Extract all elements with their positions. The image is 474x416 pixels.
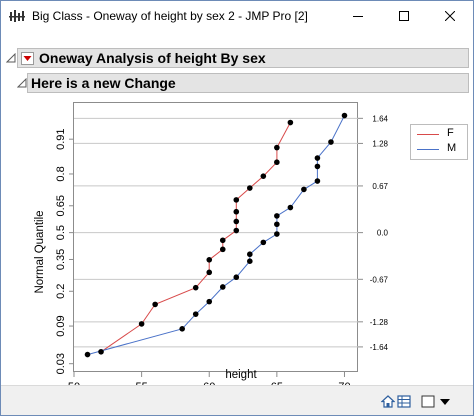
data-point-m[interactable] (179, 325, 185, 332)
data-point-m[interactable] (233, 274, 240, 281)
sub-outline-collapse-icon[interactable] (17, 78, 27, 88)
legend-swatch-f (417, 134, 439, 135)
red-triangle-menu-button[interactable] (21, 52, 34, 65)
plot-frame[interactable] (73, 102, 358, 372)
y-tick-label: 0.65 (55, 195, 67, 216)
data-point-f[interactable] (206, 257, 213, 263)
data-point-m[interactable] (84, 351, 91, 358)
x-tick-label: 50 (68, 381, 80, 385)
jmp-app-icon (9, 10, 25, 22)
report-content: Oneway Analysis of height By sex Here is… (1, 31, 473, 385)
data-point-m[interactable] (314, 178, 321, 184)
y-tick-layer: 0.03 0.09 0.2 0.35 0.5 0.65 0.8 0.91 (55, 128, 74, 374)
data-point-f[interactable] (233, 208, 240, 215)
data-point-f[interactable] (233, 218, 240, 225)
data-point-m[interactable] (206, 298, 213, 305)
y-tick-label: 0.03 (55, 353, 67, 374)
y-tick-label: 0.2 (55, 284, 67, 299)
red-triangle-icon (23, 56, 32, 61)
data-point-f[interactable] (206, 269, 213, 276)
z-tick-layer: 1.64 1.28 0.67 0.0 -0.67 -1.28 -1.64 (358, 114, 389, 352)
data-point-m[interactable] (328, 139, 334, 145)
legend-label-f: F (447, 127, 454, 139)
close-button[interactable] (427, 1, 473, 31)
x-tick-layer: 50 55 60 65 70 (68, 372, 351, 385)
legend[interactable]: F M (410, 124, 468, 160)
data-point-m[interactable] (274, 221, 280, 228)
data-point-m[interactable] (287, 204, 294, 211)
data-point-f[interactable] (287, 119, 294, 126)
data-point-f[interactable] (274, 159, 280, 166)
series-line-f (100, 122, 291, 353)
title-bar: Big Class - Oneway of height by sex 2 - … (1, 1, 473, 31)
dropdown-arrow-icon[interactable] (438, 395, 452, 408)
data-point-f[interactable] (192, 284, 199, 291)
y-axis-label: Normal Quantile (34, 210, 46, 293)
x-tick-label: 55 (135, 381, 147, 385)
z-tick-label: 0.67 (372, 182, 388, 191)
data-point-m[interactable] (247, 258, 253, 264)
data-point-f[interactable] (138, 321, 145, 327)
data-point-f[interactable] (152, 301, 158, 308)
x-tick-label: 70 (338, 381, 350, 385)
window-title: Big Class - Oneway of height by sex 2 - … (32, 9, 308, 23)
legend-swatch-m (417, 149, 439, 150)
window-list-icon[interactable] (421, 395, 435, 408)
data-point-f[interactable] (233, 227, 240, 234)
z-tick-label: 1.28 (372, 139, 388, 148)
y-tick-label: 0.8 (55, 166, 67, 181)
legend-label-m: M (447, 142, 457, 154)
table-icon[interactable] (397, 395, 411, 408)
data-point-m[interactable] (192, 311, 199, 317)
data-point-f[interactable] (260, 173, 267, 179)
data-point-f[interactable] (219, 246, 226, 253)
minimize-icon (353, 16, 363, 17)
data-point-m[interactable] (260, 239, 267, 246)
y-tick-label: 0.91 (55, 128, 67, 149)
home-icon[interactable] (381, 395, 395, 408)
data-point-m[interactable] (219, 284, 226, 290)
normal-quantile-chart: 0.03 0.09 0.2 0.35 0.5 0.65 0.8 0.91 50 55 60 65 70… (34, 112, 389, 385)
z-tick-label: -1.64 (370, 343, 389, 352)
y-tick-label: 0.35 (55, 249, 67, 270)
z-tick-label: 1.64 (372, 114, 388, 123)
y-tick-label: 0.09 (55, 315, 67, 336)
data-point-f[interactable] (233, 197, 240, 203)
x-tick-label: 60 (203, 381, 215, 385)
z-tick-label: -1.28 (370, 318, 389, 327)
data-point-m[interactable] (341, 112, 348, 119)
data-point-m[interactable] (314, 163, 321, 170)
data-point-m[interactable] (274, 231, 280, 237)
maximize-icon (399, 11, 409, 21)
status-bar (1, 385, 473, 415)
z-tick-label: 0.0 (377, 229, 389, 238)
y-tick-label: 0.5 (55, 225, 67, 240)
data-point-m[interactable] (314, 155, 321, 161)
data-point-f[interactable] (247, 185, 253, 191)
series-layer (84, 112, 348, 358)
outline-header-new-change[interactable]: Here is a new Change (27, 73, 469, 93)
series-line-m (87, 115, 345, 356)
data-point-f[interactable] (274, 144, 280, 151)
outline-collapse-icon[interactable] (6, 53, 16, 63)
outline-title: Oneway Analysis of height By sex (39, 50, 266, 66)
x-axis-label: height (225, 369, 257, 381)
sub-outline-title: Here is a new Change (31, 75, 176, 91)
grid-layer (74, 117, 358, 348)
maximize-button[interactable] (381, 1, 427, 31)
data-point-m[interactable] (301, 186, 307, 193)
z-tick-label: -0.67 (370, 275, 389, 284)
data-point-m[interactable] (247, 251, 253, 258)
close-icon (445, 11, 455, 21)
data-point-f[interactable] (219, 237, 226, 244)
x-tick-label: 65 (271, 381, 283, 385)
data-point-m[interactable] (274, 213, 280, 219)
minimize-button[interactable] (335, 1, 381, 31)
outline-header-oneway[interactable]: Oneway Analysis of height By sex (17, 48, 469, 68)
data-point-f[interactable] (98, 348, 104, 355)
